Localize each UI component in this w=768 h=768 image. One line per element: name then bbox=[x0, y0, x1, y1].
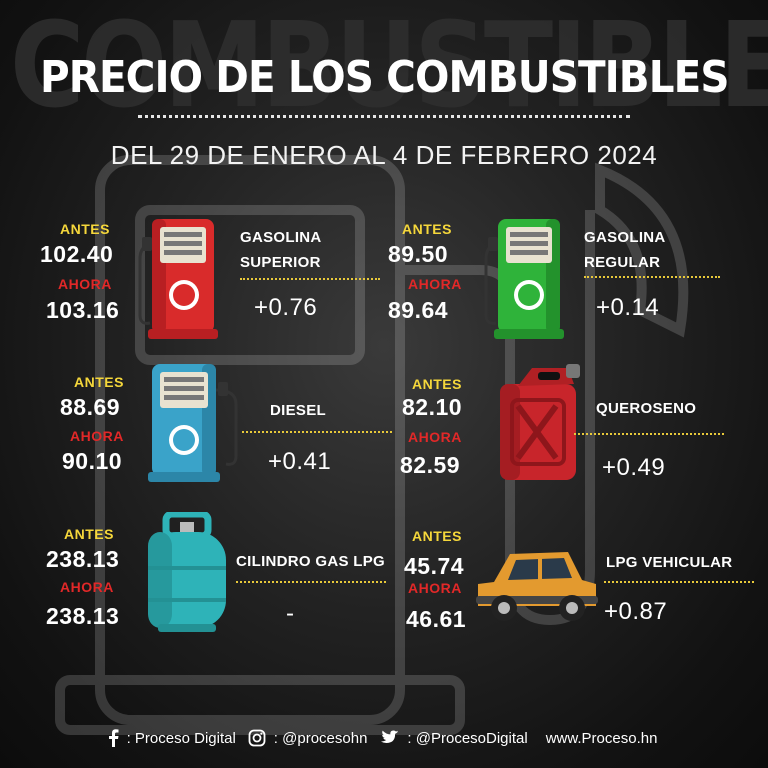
fuel-card-gasolina-regular: ANTES 89.50 AHORA 89.64 GASOLINA REGULAR… bbox=[378, 215, 748, 345]
fuel-divider bbox=[574, 433, 724, 435]
title-divider bbox=[138, 115, 630, 118]
now-label: AHORA bbox=[408, 429, 462, 445]
green-gas-pump-icon bbox=[484, 219, 564, 339]
price-change: +0.76 bbox=[254, 294, 318, 321]
now-price: 103.16 bbox=[46, 297, 120, 323]
now-label: AHORA bbox=[60, 579, 114, 595]
price-change: +0.41 bbox=[268, 448, 332, 475]
before-label: ANTES bbox=[402, 221, 452, 237]
before-price: 238.13 bbox=[46, 546, 120, 572]
orange-car-icon bbox=[476, 552, 598, 621]
facebook-icon[interactable] bbox=[107, 729, 119, 747]
before-label: ANTES bbox=[412, 528, 462, 544]
instagram-handle[interactable]: : @procesohn bbox=[273, 729, 368, 747]
fuel-name: LPG VEHICULAR bbox=[606, 554, 733, 571]
before-label: ANTES bbox=[412, 376, 462, 392]
twitter-icon[interactable] bbox=[379, 730, 399, 746]
fuel-name: GASOLINA REGULAR bbox=[584, 229, 666, 271]
fuel-divider bbox=[604, 581, 754, 583]
page-title: PRECIO DE LOS COMBUSTIBLES bbox=[39, 52, 730, 103]
price-change: +0.87 bbox=[604, 598, 668, 625]
facebook-handle[interactable]: : Proceso Digital bbox=[126, 729, 236, 747]
fuel-divider bbox=[240, 278, 380, 280]
before-label: ANTES bbox=[60, 221, 110, 237]
instagram-icon[interactable] bbox=[248, 729, 266, 747]
before-label: ANTES bbox=[74, 374, 124, 390]
before-price: 45.74 bbox=[404, 553, 465, 579]
now-label: AHORA bbox=[58, 276, 112, 292]
fuel-name: GASOLINA SUPERIOR bbox=[240, 229, 322, 271]
fuel-card-lpg-vehicular: ANTES 45.74 AHORA 46.61 LPG VEHICULAR +0… bbox=[378, 520, 754, 650]
now-label: AHORA bbox=[408, 580, 462, 596]
social-footer: : Proceso Digital : @procesohn : @Proces… bbox=[0, 726, 768, 750]
before-price: 89.50 bbox=[388, 241, 449, 267]
now-price: 46.61 bbox=[406, 606, 467, 632]
fuel-card-gasolina-superior: ANTES 102.40 AHORA 103.16 GASOLINA SUPER… bbox=[20, 215, 390, 345]
fuel-name: QUEROSENO bbox=[596, 400, 697, 417]
fuel-name: CILINDRO GAS LPG bbox=[236, 553, 385, 570]
now-price: 82.59 bbox=[400, 452, 461, 478]
now-label: AHORA bbox=[70, 428, 124, 444]
before-price: 82.10 bbox=[402, 394, 463, 420]
now-price: 90.10 bbox=[62, 448, 123, 474]
red-jerrycan-icon bbox=[500, 364, 580, 480]
fuel-card-queroseno: ANTES 82.10 AHORA 82.59 QUEROSENO +0.49 bbox=[378, 364, 748, 498]
background-word: COMBUSTIBLES bbox=[10, 0, 768, 134]
fuel-card-diesel: ANTES 88.69 AHORA 90.10 DIESEL +0.41 bbox=[20, 364, 392, 498]
before-price: 102.40 bbox=[40, 241, 114, 267]
fuel-card-cilindro-gas-lpg: ANTES 238.13 AHORA 238.13 CILINDRO GAS L… bbox=[20, 512, 390, 650]
before-label: ANTES bbox=[64, 526, 114, 542]
now-price: 238.13 bbox=[46, 603, 120, 629]
red-gas-pump-icon bbox=[138, 219, 218, 339]
now-label: AHORA bbox=[408, 276, 462, 292]
before-price: 88.69 bbox=[60, 394, 121, 420]
blue-gas-pump-icon bbox=[148, 364, 238, 482]
now-price: 89.64 bbox=[388, 297, 449, 323]
twitter-handle[interactable]: : @ProcesoDigital bbox=[407, 729, 528, 747]
fuel-divider bbox=[584, 276, 720, 278]
fuel-divider bbox=[236, 581, 386, 583]
website-link[interactable]: www.Proceso.hn bbox=[545, 729, 658, 747]
fuel-name: DIESEL bbox=[270, 402, 326, 419]
fuel-divider bbox=[242, 431, 392, 433]
price-change: +0.14 bbox=[596, 294, 660, 321]
date-range: DEL 29 DE ENERO AL 4 DE FEBRERO 2024 bbox=[110, 140, 658, 170]
price-change: +0.49 bbox=[602, 454, 666, 481]
price-change: - bbox=[286, 600, 295, 627]
gas-cylinder-icon bbox=[148, 512, 226, 632]
